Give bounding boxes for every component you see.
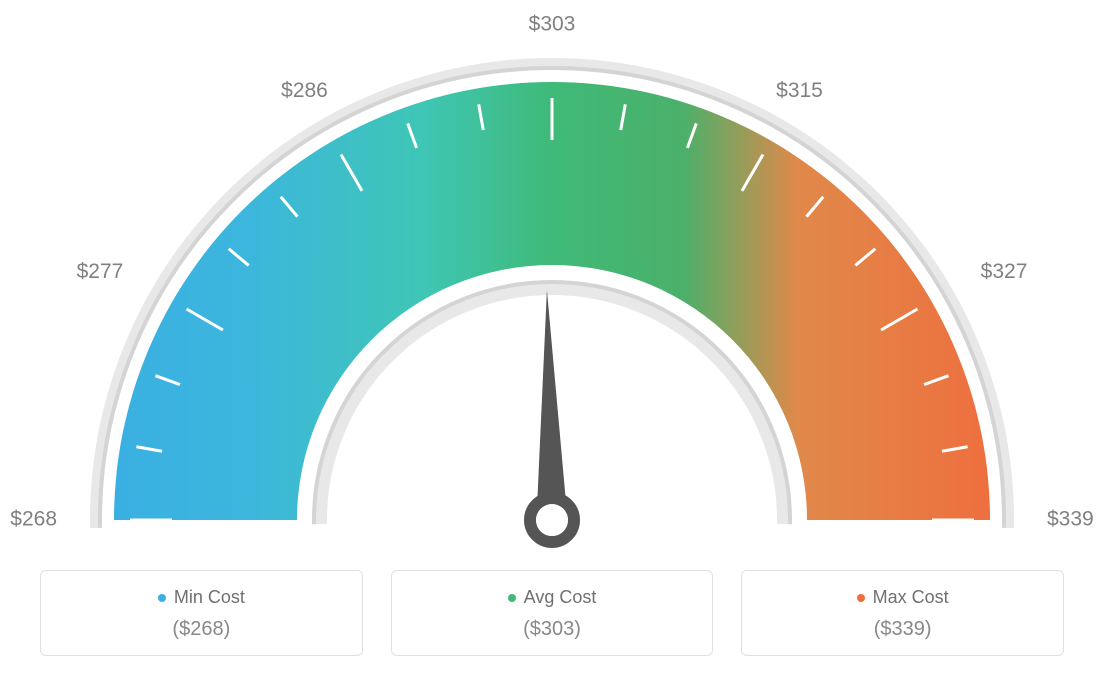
legend-value-max: ($339) xyxy=(750,618,1055,641)
legend-title-min: Min Cost xyxy=(158,587,245,608)
legend-title-max: Max Cost xyxy=(857,587,949,608)
legend-row: Min Cost ($268) Avg Cost ($303) Max Cost… xyxy=(40,570,1064,656)
legend-label-max: Max Cost xyxy=(873,587,949,608)
dot-max-icon xyxy=(857,594,865,602)
svg-text:$286: $286 xyxy=(281,79,328,102)
legend-value-min: ($268) xyxy=(49,618,354,641)
svg-text:$277: $277 xyxy=(77,260,124,283)
legend-value-avg: ($303) xyxy=(400,618,705,641)
gauge-svg: $268 $277 $286 $303 $315 $327 $339 xyxy=(0,0,1104,560)
legend-label-avg: Avg Cost xyxy=(524,587,597,608)
legend-card-max: Max Cost ($339) xyxy=(741,570,1064,656)
gauge-chart: $268 $277 $286 $303 $315 $327 $339 xyxy=(0,0,1104,560)
svg-text:$303: $303 xyxy=(529,13,576,36)
legend-label-min: Min Cost xyxy=(174,587,245,608)
dot-avg-icon xyxy=(508,594,516,602)
legend-card-avg: Avg Cost ($303) xyxy=(391,570,714,656)
dot-min-icon xyxy=(158,594,166,602)
legend-title-avg: Avg Cost xyxy=(508,587,597,608)
svg-text:$315: $315 xyxy=(776,79,823,102)
legend-card-min: Min Cost ($268) xyxy=(40,570,363,656)
svg-text:$339: $339 xyxy=(1047,508,1094,531)
svg-text:$268: $268 xyxy=(10,508,57,531)
svg-text:$327: $327 xyxy=(981,260,1028,283)
